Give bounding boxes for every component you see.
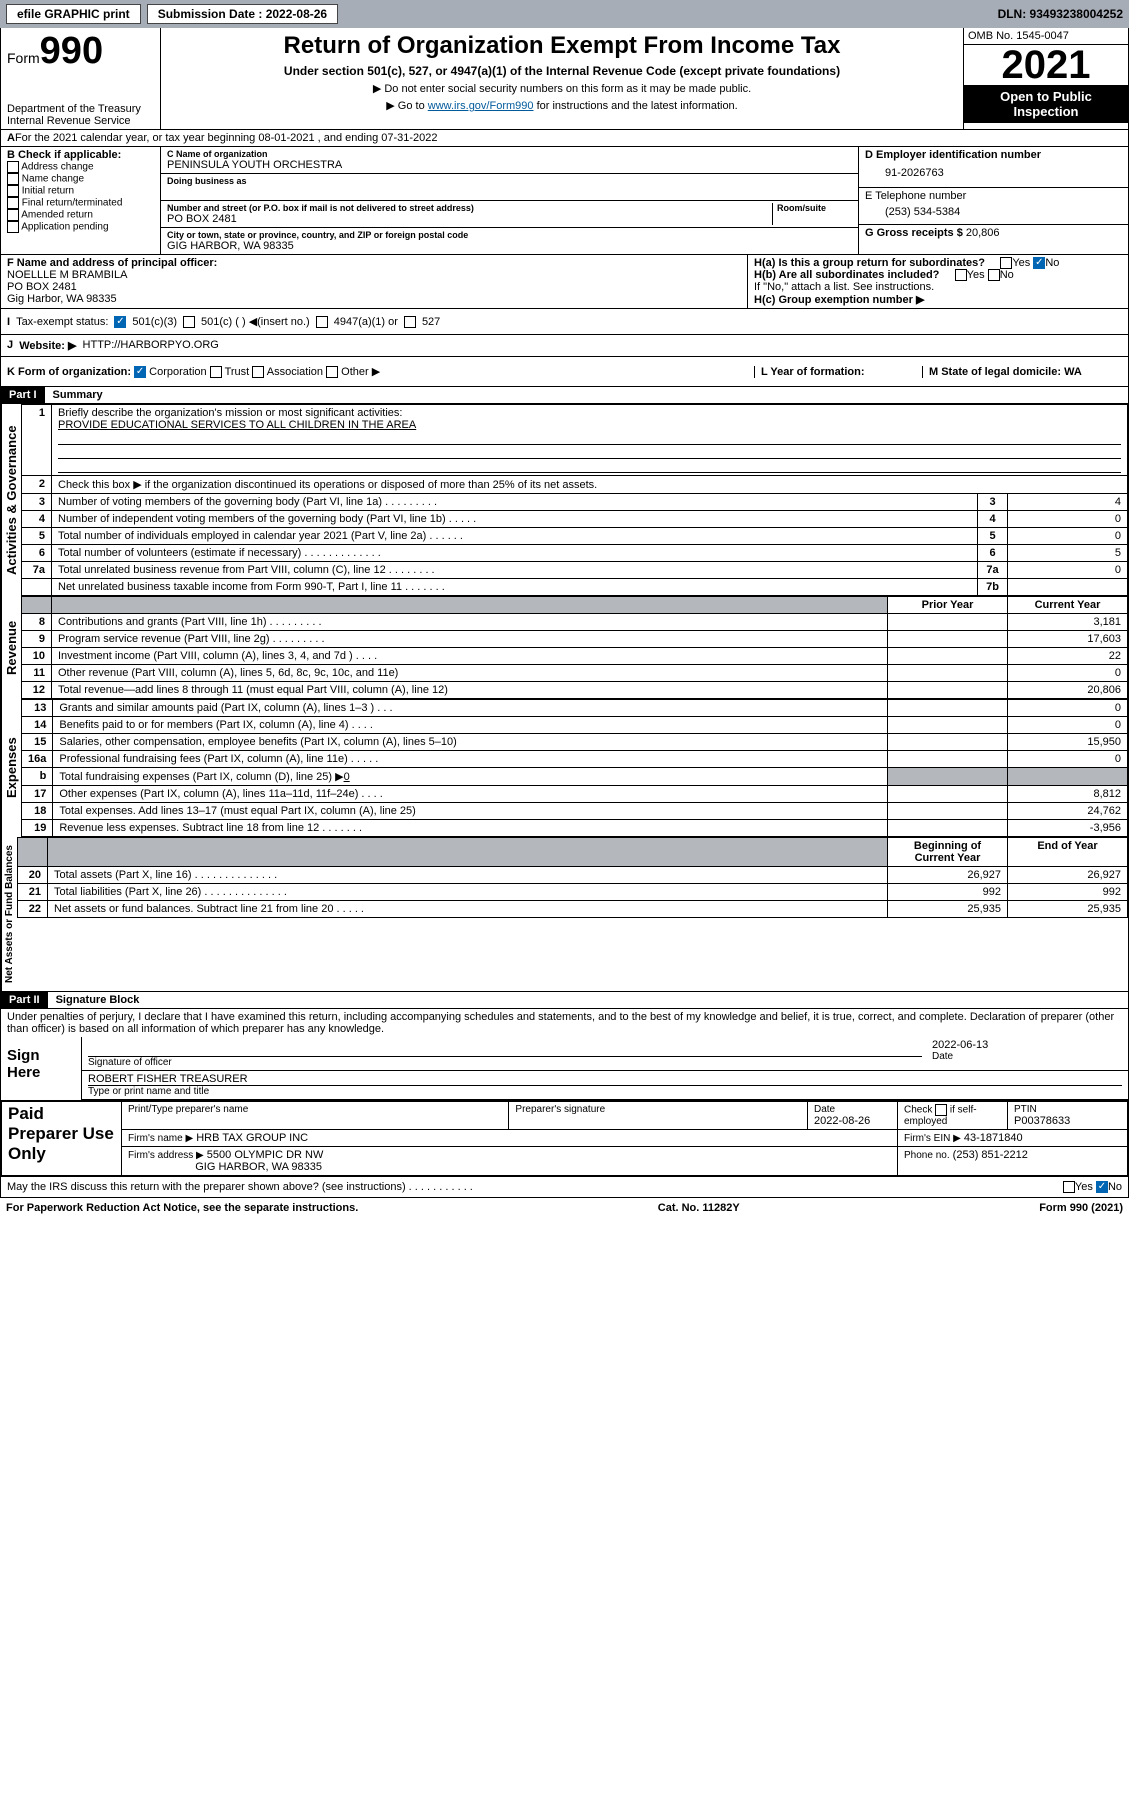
mission: PROVIDE EDUCATIONAL SERVICES TO ALL CHIL… bbox=[58, 419, 416, 431]
part1-header: Part I bbox=[1, 387, 45, 403]
line-j: J Website: ▶ HTTP://HARBORPYO.ORG bbox=[0, 335, 1129, 357]
chk-name[interactable]: Name change bbox=[7, 173, 154, 185]
city-state-zip: GIG HARBOR, WA 98335 bbox=[167, 240, 852, 252]
line-a: A For the 2021 calendar year, or tax yea… bbox=[0, 130, 1129, 147]
chk-501c3[interactable] bbox=[114, 316, 126, 328]
vlabel-netassets: Net Assets or Fund Balances bbox=[1, 837, 17, 991]
form-title: Return of Organization Exempt From Incom… bbox=[165, 32, 959, 60]
phone-label: E Telephone number bbox=[865, 190, 1122, 202]
tax-year: 2021 bbox=[964, 45, 1128, 85]
chk-address[interactable]: Address change bbox=[7, 161, 154, 173]
ein: 91-2026763 bbox=[865, 161, 1122, 185]
part2-header: Part II bbox=[1, 992, 48, 1008]
note-link: ▶ Go to www.irs.gov/Form990 for instruct… bbox=[165, 99, 959, 112]
vlabel-revenue: Revenue bbox=[1, 596, 21, 699]
chk-pending[interactable]: Application pending bbox=[7, 221, 154, 233]
chk-amended[interactable]: Amended return bbox=[7, 209, 154, 221]
top-bar: efile GRAPHIC print Submission Date : 20… bbox=[0, 0, 1129, 28]
officer-block: F Name and address of principal officer:… bbox=[0, 255, 1129, 309]
gross-receipts: 20,806 bbox=[966, 227, 1000, 239]
form-number: Form990 bbox=[7, 30, 154, 73]
declaration: Under penalties of perjury, I declare th… bbox=[1, 1009, 1128, 1037]
b-label: B Check if applicable: bbox=[7, 149, 121, 161]
chk-final[interactable]: Final return/terminated bbox=[7, 197, 154, 209]
form-subtitle: Under section 501(c), 527, or 4947(a)(1)… bbox=[165, 64, 959, 78]
vlabel-expenses: Expenses bbox=[1, 699, 21, 837]
officer-name: NOELLLE M BRAMBILA bbox=[7, 269, 127, 281]
line-i: I Tax-exempt status: 501(c)(3) 501(c) ( … bbox=[0, 309, 1129, 335]
efile-label: efile GRAPHIC print bbox=[6, 4, 141, 24]
open-inspection: Open to Public Inspection bbox=[964, 85, 1128, 123]
website: HTTP://HARBORPYO.ORG bbox=[83, 339, 219, 352]
chk-initial[interactable]: Initial return bbox=[7, 185, 154, 197]
officer-sig-name: ROBERT FISHER TREASURER bbox=[88, 1073, 1122, 1086]
info-block: B Check if applicable: Address change Na… bbox=[0, 147, 1129, 255]
form-header: Form990 Department of the Treasury Inter… bbox=[0, 28, 1129, 130]
submission-date: Submission Date : 2022-08-26 bbox=[147, 4, 338, 24]
dept-label: Department of the Treasury Internal Reve… bbox=[7, 103, 154, 127]
gross-label: G Gross receipts $ bbox=[865, 227, 963, 239]
phone: (253) 534-5384 bbox=[865, 202, 1122, 222]
ein-label: D Employer identification number bbox=[865, 149, 1041, 161]
irs-link[interactable]: www.irs.gov/Form990 bbox=[428, 100, 534, 112]
page-footer: For Paperwork Reduction Act Notice, see … bbox=[0, 1198, 1129, 1218]
vlabel-activities: Activities & Governance bbox=[1, 404, 21, 596]
street-address: PO BOX 2481 bbox=[167, 213, 772, 225]
dln: DLN: 93493238004252 bbox=[998, 7, 1123, 21]
note-ssn: ▶ Do not enter social security numbers o… bbox=[165, 82, 959, 95]
org-name: PENINSULA YOUTH ORCHESTRA bbox=[167, 159, 852, 171]
line-k: K Form of organization: Corporation Trus… bbox=[0, 357, 1129, 387]
